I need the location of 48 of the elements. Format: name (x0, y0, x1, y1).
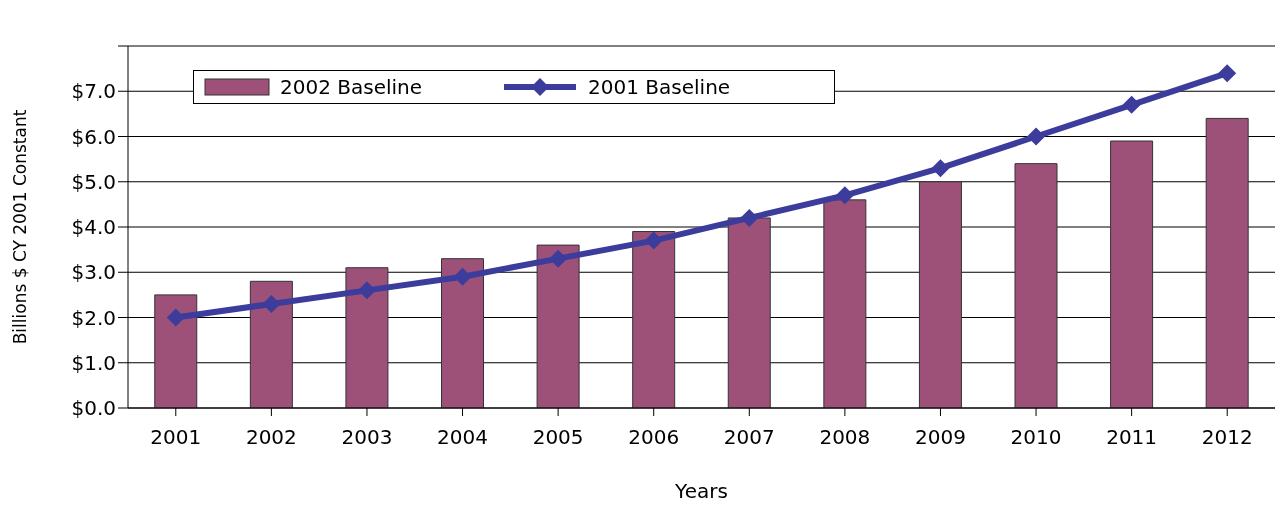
x-tick-label: 2001 (150, 425, 202, 450)
point (644, 231, 663, 250)
point (166, 308, 185, 327)
point (740, 208, 759, 227)
point (1218, 64, 1237, 83)
legend-label: 2002 Baseline (280, 75, 423, 99)
point (1122, 95, 1141, 114)
x-tick-label: 2007 (723, 425, 775, 450)
x-tick-label: 2003 (341, 425, 393, 450)
x-tick-label: 2006 (628, 425, 680, 450)
x-tick-label: 2009 (915, 425, 966, 450)
bar (154, 294, 198, 408)
point (262, 294, 281, 313)
bar (918, 181, 962, 408)
point (357, 281, 376, 300)
bar (249, 280, 293, 408)
bar (727, 217, 771, 408)
x-axis-title: Years (674, 479, 728, 503)
point (549, 249, 568, 268)
x-tick-label: 2010 (1010, 425, 1062, 450)
bar (441, 258, 485, 408)
point (453, 267, 472, 286)
bar (632, 231, 676, 408)
point (1027, 127, 1046, 146)
x-tick-label: 2008 (819, 425, 871, 450)
y-axis-title: Billions $ CY 2001 Constant (10, 109, 31, 345)
x-tick-label: 2012 (1201, 425, 1253, 450)
y-tick-label: $0.0 (71, 396, 116, 421)
point (931, 159, 950, 178)
x-tick-label: 2004 (437, 425, 488, 450)
y-tick-label: $3.0 (71, 260, 116, 285)
x-tick-label: 2005 (532, 425, 584, 450)
y-tick-label: $4.0 (71, 215, 116, 240)
bar (345, 267, 389, 408)
bar (536, 244, 580, 408)
y-tick-label: $1.0 (71, 350, 116, 375)
x-tick-label: 2011 (1106, 425, 1158, 450)
legend-label: 2001 Baseline (588, 75, 731, 99)
point (835, 186, 854, 205)
x-tick-label: 2002 (245, 425, 297, 450)
y-tick-label: $6.0 (71, 124, 116, 149)
bar (1205, 117, 1249, 408)
y-tick-label: $2.0 (71, 305, 116, 330)
y-tick-label: $5.0 (71, 169, 116, 194)
y-tick-label: $7.0 (71, 79, 116, 104)
bar (823, 199, 867, 408)
bar (1014, 163, 1058, 408)
bar (1110, 140, 1154, 408)
